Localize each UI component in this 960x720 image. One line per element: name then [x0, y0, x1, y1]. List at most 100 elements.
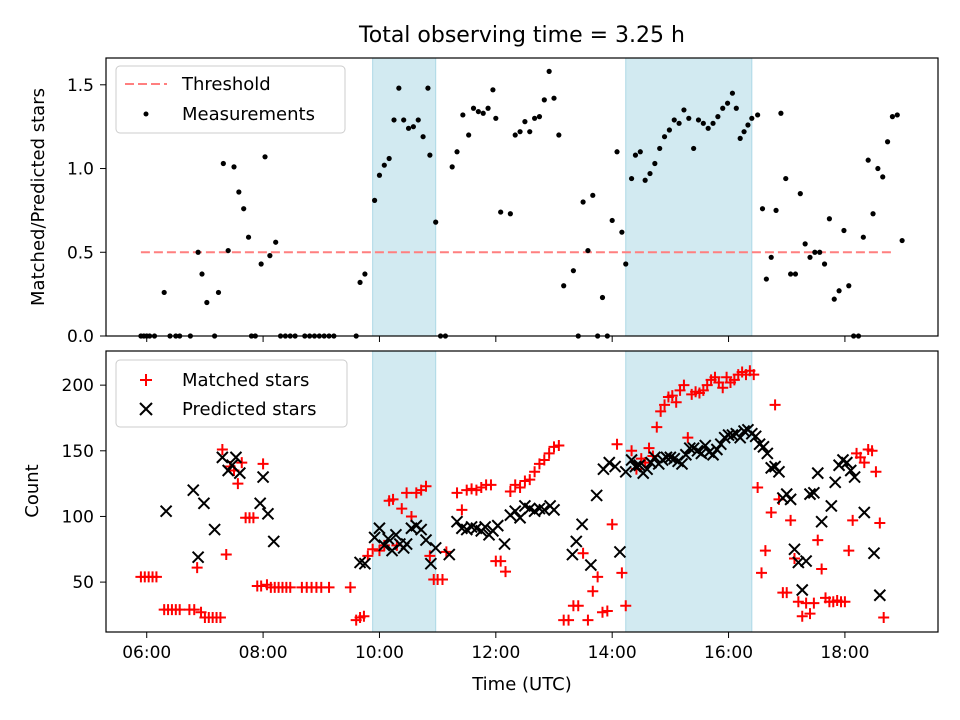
matched-point-97	[601, 605, 613, 617]
measurement-point-68	[507, 211, 513, 217]
predicted-point-8	[229, 451, 243, 464]
measurement-point-131	[812, 249, 818, 255]
measurement-point-145	[880, 174, 886, 180]
measurement-point-52	[425, 85, 431, 91]
measurement-point-123	[773, 207, 779, 213]
measurement-point-102	[676, 120, 682, 126]
measurement-point-88	[609, 217, 615, 224]
matched-point-133	[748, 369, 760, 381]
predicted-point-11	[256, 470, 270, 484]
x-tick-label-2: 10:00	[355, 643, 404, 663]
predicted-point-117	[840, 456, 854, 469]
predicted-point-10	[253, 497, 267, 510]
matched-point-149	[812, 534, 824, 546]
x-tick-label-1: 08:00	[239, 643, 288, 663]
measurement-point-11	[199, 271, 205, 277]
matched-point-116	[682, 432, 694, 444]
bottom-y-ticks: 50 100 150 200	[62, 376, 106, 593]
measurement-point-78	[556, 132, 562, 138]
matched-point-96	[596, 606, 608, 618]
measurement-point-40	[362, 271, 368, 277]
predicted-point-60	[608, 460, 622, 473]
matched-point-71	[475, 482, 487, 494]
matched-point-134	[752, 482, 764, 494]
matched-point-163	[866, 445, 878, 457]
measurement-point-18	[236, 189, 242, 195]
matched-point-12	[191, 562, 203, 574]
measurement-point-54	[433, 219, 439, 225]
bottom-y-axis-label: Count	[22, 464, 43, 517]
measurement-point-62	[475, 108, 481, 115]
measurement-point-77	[551, 95, 557, 101]
measurement-point-23	[258, 261, 264, 267]
measurement-point-90	[619, 229, 625, 235]
predicted-point-92	[737, 424, 751, 438]
matched-point-106	[643, 442, 655, 454]
predicted-point-54	[570, 535, 583, 548]
measurement-point-60	[466, 132, 472, 138]
measurement-point-137	[841, 227, 847, 234]
matched-point-166	[878, 612, 890, 624]
predicted-point-73	[664, 451, 677, 464]
measurement-point-49	[410, 124, 416, 130]
matched-point-20	[220, 549, 232, 561]
measurement-point-100	[666, 127, 672, 133]
matched-point-141	[781, 587, 793, 599]
measurement-point-46	[396, 85, 402, 91]
measurement-point-45	[391, 117, 397, 123]
matched-point-4	[150, 571, 162, 583]
matched-point-60	[420, 480, 432, 492]
measurement-point-39	[357, 279, 363, 286]
measurement-point-42	[376, 172, 383, 178]
matched-point-27	[247, 512, 259, 524]
measurement-point-117	[745, 122, 751, 128]
matched-point-43	[323, 581, 335, 593]
measurement-point-106	[695, 117, 702, 123]
measurement-point-48	[405, 125, 412, 131]
matched-point-29	[255, 580, 267, 592]
bottom-legend-box	[115, 359, 348, 428]
measurement-point-97	[652, 160, 658, 167]
measurement-point-73	[532, 115, 538, 121]
bottom-y-tick-label-0: 50	[72, 573, 94, 593]
matched-point-82	[529, 466, 541, 478]
matched-point-9	[174, 604, 186, 616]
matched-point-145	[796, 610, 808, 622]
measurement-point-95	[642, 177, 648, 183]
predicted-point-12	[261, 507, 275, 521]
measurement-point-63	[480, 110, 486, 116]
x-tick-label-4: 14:00	[588, 643, 637, 663]
measurement-point-61	[470, 105, 477, 111]
matched-point-76	[500, 566, 512, 578]
matched-point-100	[616, 567, 628, 579]
predicted-point-2	[191, 550, 205, 564]
measurement-point-86	[599, 294, 606, 301]
matched-point-112	[666, 390, 678, 402]
matched-point-150	[816, 563, 828, 575]
matched-point-94	[587, 585, 599, 597]
top-axes-frame	[105, 57, 939, 337]
measurement-point-124	[778, 110, 784, 116]
predicted-point-111	[811, 466, 824, 480]
matched-point-95	[592, 571, 604, 583]
predicted-point-110	[807, 486, 821, 500]
measurement-point-64	[485, 105, 491, 111]
predicted-point-109	[803, 487, 817, 501]
predicted-point-31	[443, 548, 456, 561]
measurement-point-10	[195, 249, 201, 255]
x-tick-label-5: 16:00	[704, 643, 753, 663]
measurement-point-112	[724, 100, 731, 106]
measurement-point-58	[454, 149, 460, 155]
measurement-point-74	[536, 114, 543, 120]
predicted-point-56	[584, 558, 598, 572]
matched-point-81	[524, 474, 536, 486]
measurement-point-26	[273, 239, 279, 245]
bottom-y-tick-label-2: 150	[62, 442, 94, 462]
measurement-point-116	[741, 129, 747, 135]
predicted-point-67	[640, 462, 654, 476]
predicted-point-17	[373, 522, 386, 535]
predicted-point-121	[867, 547, 881, 560]
measurement-point-132	[817, 249, 823, 255]
bottom-axes-frame	[105, 350, 939, 633]
